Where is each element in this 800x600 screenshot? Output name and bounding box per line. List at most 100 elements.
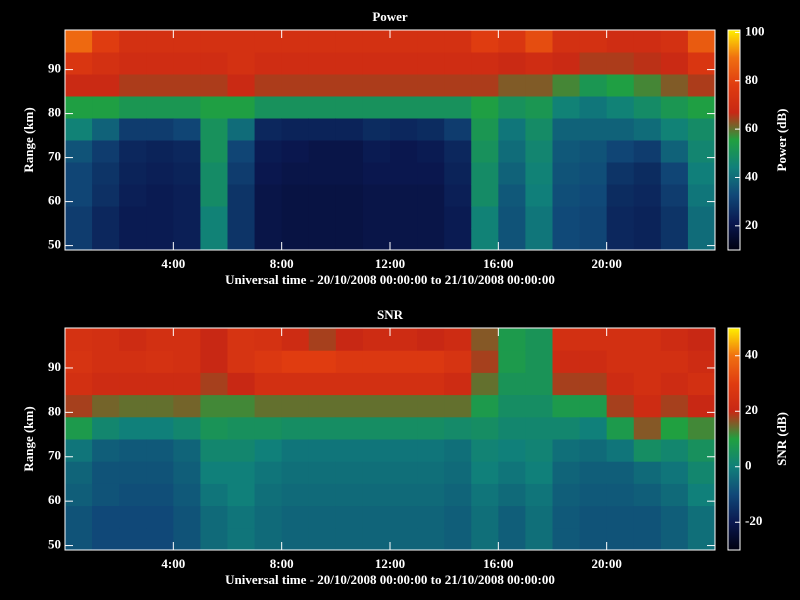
heatmap-cell <box>254 461 283 484</box>
heatmap-cell <box>308 52 337 75</box>
heatmap-cell <box>687 416 716 440</box>
heatmap-cell <box>227 439 256 462</box>
heatmap-cell <box>471 96 499 119</box>
x-tick-label: 4:00 <box>161 256 185 271</box>
heatmap-cell <box>173 483 201 507</box>
heatmap-cell <box>227 505 256 529</box>
heatmap-cell <box>444 52 472 75</box>
heatmap-cell <box>362 394 391 418</box>
heatmap-cell <box>119 184 147 207</box>
heatmap-cell <box>498 483 526 507</box>
heatmap-cell <box>471 140 499 163</box>
heatmap-cell <box>146 461 174 484</box>
heatmap-cell <box>525 74 553 97</box>
y-tick-label: 60 <box>48 492 61 507</box>
heatmap-cell <box>281 184 310 207</box>
heatmap-cell <box>227 52 256 75</box>
heatmap-cell <box>633 505 662 529</box>
heatmap-cell <box>606 184 635 207</box>
heatmap-cell <box>254 505 283 529</box>
heatmap-cell <box>498 416 526 440</box>
heatmap-cell <box>660 350 689 373</box>
heatmap-cell <box>525 228 553 251</box>
y-tick-label: 50 <box>48 537 61 552</box>
x-tick-label: 20:00 <box>591 256 621 271</box>
heatmap-cell <box>65 162 93 185</box>
x-tick-label: 20:00 <box>591 556 621 571</box>
heatmap-cell <box>579 483 608 507</box>
heatmap-cell <box>417 328 445 351</box>
heatmap-cell <box>200 372 228 396</box>
heatmap-cell <box>471 505 499 529</box>
heatmap-cell <box>146 52 174 75</box>
heatmap-cell <box>606 52 635 75</box>
heatmap-cell <box>498 74 526 97</box>
heatmap-cell <box>362 372 391 396</box>
heatmap-cell <box>390 118 418 141</box>
heatmap-cell <box>390 483 418 507</box>
heatmap-cell <box>146 505 174 529</box>
heatmap-cell <box>417 527 445 551</box>
heatmap-cell <box>362 483 391 507</box>
heatmap-cell <box>606 140 635 163</box>
heatmap-cell <box>687 483 716 507</box>
heatmap-cell <box>227 394 256 418</box>
heatmap-cell <box>660 52 689 75</box>
heatmap-cell <box>65 52 93 75</box>
heatmap-cell <box>335 416 364 440</box>
heatmap-cell <box>254 74 283 97</box>
heatmap-cell <box>417 140 445 163</box>
heatmap-cell <box>254 394 283 418</box>
heatmap-cell <box>254 162 283 185</box>
heatmap-cell <box>362 206 391 229</box>
heatmap-cell <box>254 184 283 207</box>
heatmap-cell <box>498 328 526 351</box>
heatmap-cell <box>308 184 337 207</box>
heatmap-cell <box>227 162 256 185</box>
heatmap-cell <box>552 394 581 418</box>
heatmap-cell <box>660 118 689 141</box>
heatmap-cell <box>687 52 716 75</box>
heatmap-cell <box>92 30 120 53</box>
heatmap-cell <box>660 184 689 207</box>
heatmap-cell <box>552 372 581 396</box>
heatmap-cell <box>525 328 553 351</box>
heatmap-cell <box>471 394 499 418</box>
heatmap-cell <box>146 96 174 119</box>
heatmap-cell <box>335 184 364 207</box>
heatmap-cell <box>444 162 472 185</box>
heatmap-cell <box>471 328 499 351</box>
heatmap-cell <box>308 118 337 141</box>
heatmap-cell <box>173 228 201 251</box>
heatmap-cell <box>281 96 310 119</box>
heatmap-cell <box>606 328 635 351</box>
heatmap-cell <box>335 372 364 396</box>
colorbar-tick-label: 40 <box>745 168 758 183</box>
heatmap-cell <box>633 30 662 53</box>
heatmap-cell <box>633 416 662 440</box>
heatmap-cell <box>362 350 391 373</box>
heatmap-cell <box>498 206 526 229</box>
heatmap-cell <box>606 461 635 484</box>
heatmap-cell <box>687 328 716 351</box>
heatmap-cell <box>200 483 228 507</box>
heatmap-cell <box>552 162 581 185</box>
heatmap-cell <box>119 52 147 75</box>
heatmap-cell <box>254 140 283 163</box>
heatmap-cell <box>200 96 228 119</box>
heatmap-cell <box>525 350 553 373</box>
colorbar-tick-label: 0 <box>745 458 752 473</box>
heatmap-cell <box>65 30 93 53</box>
heatmap-cell <box>633 439 662 462</box>
heatmap-cell <box>254 372 283 396</box>
heatmap-cell <box>579 52 608 75</box>
heatmap-cell <box>254 483 283 507</box>
heatmap-cell <box>200 228 228 251</box>
heatmap-cell <box>200 206 228 229</box>
heatmap-cell <box>498 228 526 251</box>
heatmap-cell <box>444 96 472 119</box>
heatmap-cell <box>660 394 689 418</box>
heatmap-cell <box>552 461 581 484</box>
heatmap-cell <box>390 96 418 119</box>
heatmap-cell <box>254 96 283 119</box>
